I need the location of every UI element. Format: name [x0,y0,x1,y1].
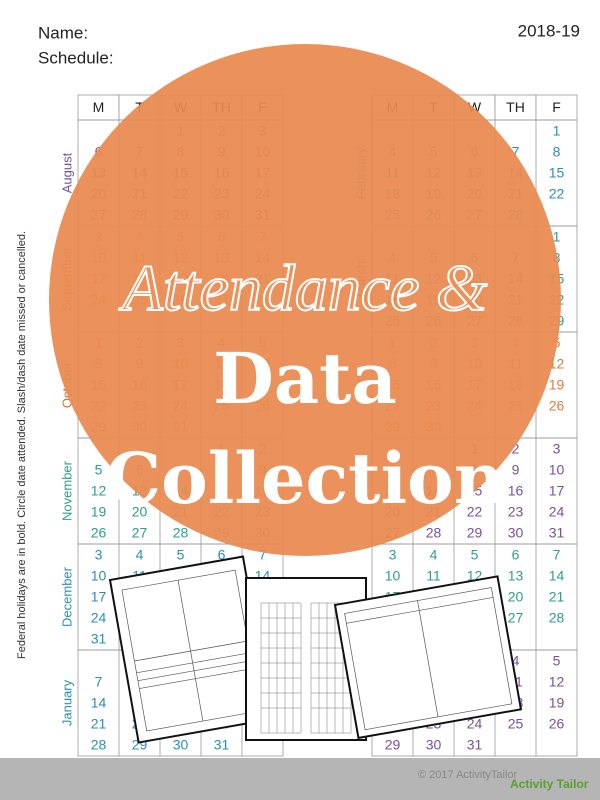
thumbnails [108,555,523,744]
thumbnail-lines [260,602,352,734]
day-number: 12 [91,483,107,499]
day-number: 15 [549,165,565,181]
thumbnail-3 [333,575,523,740]
day-number: 25 [508,716,524,732]
day-number: 28 [549,610,565,626]
day-number: 1 [553,123,561,139]
day-number: 3 [553,441,561,457]
day-number: 14 [91,695,107,711]
thumbnail-frame [333,575,523,740]
day-number: 4 [512,653,520,669]
day-number: 11 [426,568,441,584]
day-number: 22 [549,186,565,202]
day-number: 21 [549,589,565,605]
day-number: 30 [173,737,189,753]
day-number: 22 [467,504,483,520]
month-label: November [59,460,74,521]
day-number: 3 [95,547,103,563]
month-label: January [59,679,74,726]
day-number: 10 [385,568,401,584]
day-number: 19 [549,695,565,711]
day-number: 7 [553,547,561,563]
day-number: 5 [95,462,103,478]
day-number: 7 [259,547,267,563]
day-number: 7 [512,144,520,160]
day-number: 7 [95,674,103,690]
day-number: 19 [549,377,565,393]
day-number: 30 [426,737,442,753]
month-label: December [59,566,74,627]
weekday-label: M [93,99,105,115]
day-number: 26 [91,525,107,541]
logo: Activity Tailor [510,777,589,791]
day-number: 17 [549,483,565,499]
title-line-3: Collection [105,437,504,520]
weekday-cell [77,94,120,121]
day-number: 20 [508,589,524,605]
schedule-label: Schedule: [38,48,114,67]
month-label: August [59,152,74,193]
legend-note: Federal holidays are in bold. Circle dat… [16,231,28,659]
day-number: 24 [91,610,107,626]
day-number: 14 [549,568,565,584]
day-number: 21 [91,716,107,732]
title-line-1: Attendance & [119,252,488,325]
title-line-2: Data [213,337,397,420]
day-number: 29 [467,525,483,541]
day-number: 10 [549,462,565,478]
day-number: 31 [549,525,565,541]
day-number: 23 [508,504,524,520]
day-number: 28 [426,525,442,541]
day-number: 29 [385,737,401,753]
day-number: 19 [91,504,107,520]
year: 2018-19 [518,21,580,40]
weekday-label: F [552,99,561,115]
day-number: 8 [553,144,561,160]
day-number: 1 [553,229,561,245]
day-number: 31 [91,631,107,647]
weekday-cell [535,94,578,121]
day-number: 4 [136,547,144,563]
day-number: 3 [389,547,397,563]
day-number: 26 [549,398,565,414]
day-number: 6 [218,547,226,563]
day-number: 13 [508,568,524,584]
thumbnail-lines [344,587,513,731]
day-number: 26 [549,716,565,732]
day-number: 2 [512,441,520,457]
title-circle [49,44,561,556]
copyright: © 2017 ActivityTailor [418,769,518,781]
day-number: 31 [467,737,483,753]
day-number: 6 [512,547,520,563]
day-number: 17 [91,589,107,605]
day-number: 5 [177,547,185,563]
day-number: 24 [467,716,483,732]
day-number: 10 [91,568,107,584]
day-number: 27 [132,525,148,541]
day-number: 9 [512,462,520,478]
day-number: 27 [508,610,524,626]
footer-bar [0,758,600,800]
day-number: 28 [173,525,189,541]
day-number: 5 [553,653,561,669]
day-number: 16 [508,483,524,499]
day-number: 28 [91,737,107,753]
day-number: 4 [430,547,438,563]
day-number: 24 [549,504,565,520]
name-label: Name: [38,23,88,42]
day-number: 12 [549,674,565,690]
day-number: 5 [471,547,479,563]
day-number: 20 [132,504,148,520]
day-number: 30 [508,525,524,541]
weekday-label: TH [506,99,525,115]
day-number: 31 [214,737,230,753]
